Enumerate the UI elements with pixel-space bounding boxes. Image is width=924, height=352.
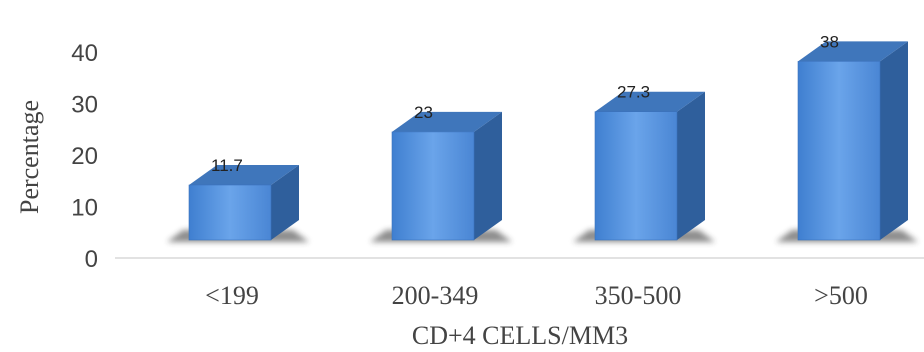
bar xyxy=(594,91,705,241)
y-tick-label: 40 xyxy=(71,40,98,67)
bar-side-face xyxy=(474,111,502,241)
bar-side-face xyxy=(271,165,299,240)
bar xyxy=(188,165,299,241)
bar xyxy=(391,111,502,241)
y-tick-label: 20 xyxy=(71,143,98,170)
bar-front-face xyxy=(797,61,881,241)
x-tick-label: 200-349 xyxy=(392,281,479,310)
x-tick-label: >500 xyxy=(814,281,868,310)
bar-top-face xyxy=(798,41,908,62)
bar-front-face xyxy=(594,111,678,241)
bar-top-face xyxy=(189,165,299,186)
y-tick-label: 10 xyxy=(71,195,98,222)
x-axis-title: CD+4 CELLS/MM3 xyxy=(412,321,628,350)
data-label: 27.3 xyxy=(617,83,650,102)
bar xyxy=(797,41,908,241)
bar-front-face xyxy=(391,131,475,241)
data-label: 11.7 xyxy=(211,156,243,175)
x-tick-label: 350-500 xyxy=(595,281,682,310)
y-axis-title: Percentage xyxy=(15,100,44,214)
bar-front-face xyxy=(188,184,272,241)
data-label: 38 xyxy=(820,32,839,51)
data-label: 23 xyxy=(414,103,433,122)
y-tick-label: 0 xyxy=(85,246,98,273)
bar-top-face xyxy=(595,91,705,112)
x-tick-label: <199 xyxy=(205,281,259,310)
bar-side-face xyxy=(880,41,908,241)
bar-side-face xyxy=(677,91,705,240)
bar-top-face xyxy=(392,111,502,132)
y-tick-label: 30 xyxy=(71,92,98,119)
